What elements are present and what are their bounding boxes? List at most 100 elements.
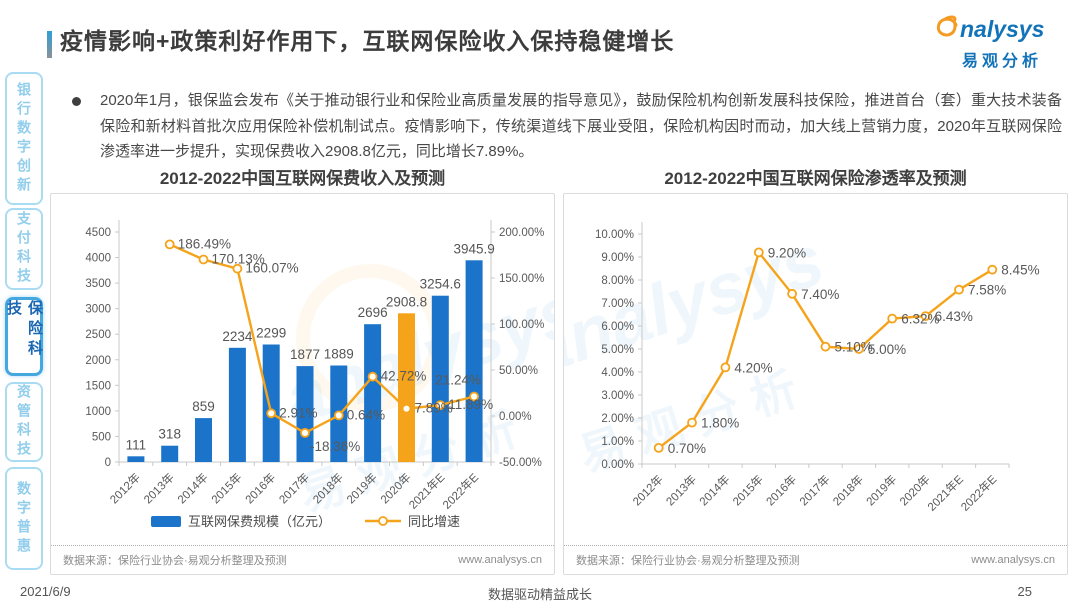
- svg-text:2299: 2299: [256, 326, 286, 341]
- svg-text:50.00%: 50.00%: [499, 365, 538, 377]
- svg-text:4500: 4500: [85, 227, 111, 239]
- svg-text:2017年: 2017年: [276, 470, 312, 506]
- analysys-logo-icon: nalysys: [936, 15, 1044, 42]
- svg-text:1889: 1889: [324, 347, 354, 362]
- svg-text:5.00%: 5.00%: [601, 344, 634, 356]
- sidebar-item-5[interactable]: 数字普惠: [5, 467, 43, 570]
- svg-text:4.20%: 4.20%: [734, 360, 772, 375]
- svg-text:5.00%: 5.00%: [868, 342, 906, 357]
- svg-text:0.64%: 0.64%: [347, 407, 385, 422]
- left-panel-footer: 数据来源：保险行业协会·易观分析整理及预测 www.analysys.cn: [51, 545, 554, 574]
- svg-text:11.89%: 11.89%: [448, 397, 493, 412]
- svg-text:-18.36%: -18.36%: [310, 439, 360, 454]
- svg-text:2018年: 2018年: [830, 472, 866, 508]
- sidebar-item-3[interactable]: 保险科技: [5, 297, 43, 376]
- penetration-rate-panel: analysys 易观分析 0.00% 1.00% 2.00% 3.00% 4.00% 5…: [563, 193, 1068, 575]
- svg-text:186.49%: 186.49%: [178, 236, 231, 251]
- left-data-source: 数据来源：保险行业协会·易观分析整理及预测: [63, 555, 287, 567]
- svg-text:6.32%: 6.32%: [901, 312, 939, 327]
- page-title: 疫情影响+政策利好作用下，互联网保险收入保持稳健增长: [60, 28, 675, 54]
- premium-income-panel: analysys 易观分析 05001000150020002500300035…: [50, 193, 555, 575]
- svg-text:3000: 3000: [85, 304, 111, 316]
- svg-text:nalysys: nalysys: [960, 16, 1044, 42]
- footer-slogan: 数据驱动精益成长: [487, 587, 592, 602]
- svg-text:2016年: 2016年: [242, 470, 278, 506]
- svg-text:7.89%: 7.89%: [415, 401, 453, 416]
- svg-text:2018年: 2018年: [310, 470, 346, 506]
- svg-text:500: 500: [92, 431, 111, 443]
- svg-text:318: 318: [158, 427, 181, 442]
- svg-text:2020年: 2020年: [377, 470, 413, 506]
- svg-text:2016年: 2016年: [763, 472, 799, 508]
- svg-text:170.13%: 170.13%: [212, 252, 265, 267]
- sidebar-item-4[interactable]: 资管科技: [5, 382, 43, 462]
- svg-text:2021年E: 2021年E: [925, 472, 967, 514]
- svg-text:2019年: 2019年: [344, 470, 380, 506]
- svg-text:2019年: 2019年: [863, 472, 899, 508]
- svg-text:6.00%: 6.00%: [601, 321, 634, 333]
- svg-text:10.00%: 10.00%: [595, 229, 634, 241]
- legend: 互联网保费规模（亿元） 同比增速: [151, 514, 460, 529]
- svg-text:0: 0: [105, 457, 111, 469]
- penetration-rate-chart-svg: 0.00% 1.00% 2.00% 3.00% 4.00% 5.00% 6.00% 7.00%…: [595, 222, 1040, 514]
- left-chart-title: 2012-2022中国互联网保费收入及预测: [159, 169, 446, 188]
- svg-text:160.07%: 160.07%: [245, 261, 298, 276]
- svg-text:3945.9: 3945.9: [453, 241, 494, 256]
- svg-text:互联网保费规模（亿元）: 互联网保费规模（亿元）: [188, 514, 331, 529]
- svg-text:4000: 4000: [85, 253, 111, 265]
- svg-text:同比增速: 同比增速: [408, 514, 460, 529]
- svg-text:7.00%: 7.00%: [601, 298, 634, 310]
- title-accent-bar: [47, 31, 52, 58]
- summary-paragraph: 2020年1月，银保监会发布《关于推动银行业和保险业高质量发展的指导意见》，鼓励…: [100, 92, 1062, 160]
- analysys-logo: nalysys 易观分析: [932, 12, 1064, 71]
- svg-text:2.00%: 2.00%: [601, 413, 634, 425]
- svg-text:1.00%: 1.00%: [601, 436, 634, 448]
- footer-page-number: 25: [1017, 584, 1032, 599]
- svg-text:150.00%: 150.00%: [499, 273, 544, 285]
- svg-text:4.00%: 4.00%: [601, 367, 634, 379]
- svg-text:2.91%: 2.91%: [279, 405, 317, 420]
- y-axis-labels: 0.00% 1.00% 2.00% 3.00% 4.00% 5.00% 6.00% 7.00%…: [595, 229, 634, 471]
- svg-text:2015年: 2015年: [208, 470, 244, 506]
- premium-income-chart-svg: 0 500 1000 1500 2000 2500 3000 3500 4000 4500 -50.…: [85, 220, 544, 529]
- svg-text:42.72%: 42.72%: [381, 369, 427, 384]
- svg-text:2012年: 2012年: [107, 470, 143, 506]
- svg-text:2015年: 2015年: [730, 472, 766, 508]
- svg-text:2000: 2000: [85, 355, 111, 367]
- svg-text:9.20%: 9.20%: [768, 245, 806, 260]
- svg-text:0.00%: 0.00%: [601, 459, 634, 471]
- svg-text:2908.8: 2908.8: [386, 294, 427, 309]
- svg-text:1500: 1500: [85, 380, 111, 392]
- sidebar-item-2[interactable]: 支付科技: [5, 208, 43, 290]
- svg-text:5.10%: 5.10%: [835, 340, 873, 355]
- y-axis-labels: 0 500 1000 1500 2000 2500 3000 3500 4000 4500 -50.…: [85, 227, 544, 469]
- svg-text:3500: 3500: [85, 278, 111, 290]
- svg-text:7.58%: 7.58%: [968, 283, 1006, 298]
- svg-text:859: 859: [192, 399, 215, 414]
- svg-text:0.00%: 0.00%: [499, 411, 532, 423]
- svg-text:0.70%: 0.70%: [668, 441, 706, 456]
- right-data-source: 数据来源：保险行业协会·易观分析整理及预测: [576, 555, 800, 567]
- right-chart-title: 2012-2022中国互联网保险渗透率及预测: [664, 169, 967, 188]
- svg-text:2022年E: 2022年E: [440, 470, 482, 512]
- axes: [638, 222, 1010, 468]
- svg-text:2696: 2696: [358, 305, 388, 320]
- svg-text:3254.6: 3254.6: [420, 277, 461, 292]
- trend-line: 186.49%170.13%160.07% 2.91% -18.36% 0.64% 42…: [164, 236, 493, 454]
- svg-text:6.43%: 6.43%: [935, 309, 973, 324]
- x-axis-labels: 2012年2013年2014年2015年2016年2017年2018年2019年…: [630, 472, 1000, 514]
- svg-text:2500: 2500: [85, 329, 111, 341]
- svg-text:1877: 1877: [290, 347, 320, 362]
- svg-text:1.80%: 1.80%: [701, 416, 739, 431]
- penetration-rate-chart: 0.00% 1.00% 2.00% 3.00% 4.00% 5.00% 6.00% 7.00%…: [564, 194, 1067, 547]
- svg-text:2014年: 2014年: [175, 470, 211, 506]
- svg-text:2014年: 2014年: [696, 472, 732, 508]
- svg-text:8.45%: 8.45%: [1001, 263, 1039, 278]
- sidebar-item-1[interactable]: 银行数字创新: [5, 72, 43, 205]
- svg-text:2021年E: 2021年E: [406, 470, 448, 512]
- left-website: www.analysys.cn: [458, 554, 542, 566]
- trend-line: 0.70% 1.80% 4.20% 9.20% 7.40% 5.10%5.00% 6.32%…: [653, 245, 1040, 456]
- svg-text:2013年: 2013年: [141, 470, 177, 506]
